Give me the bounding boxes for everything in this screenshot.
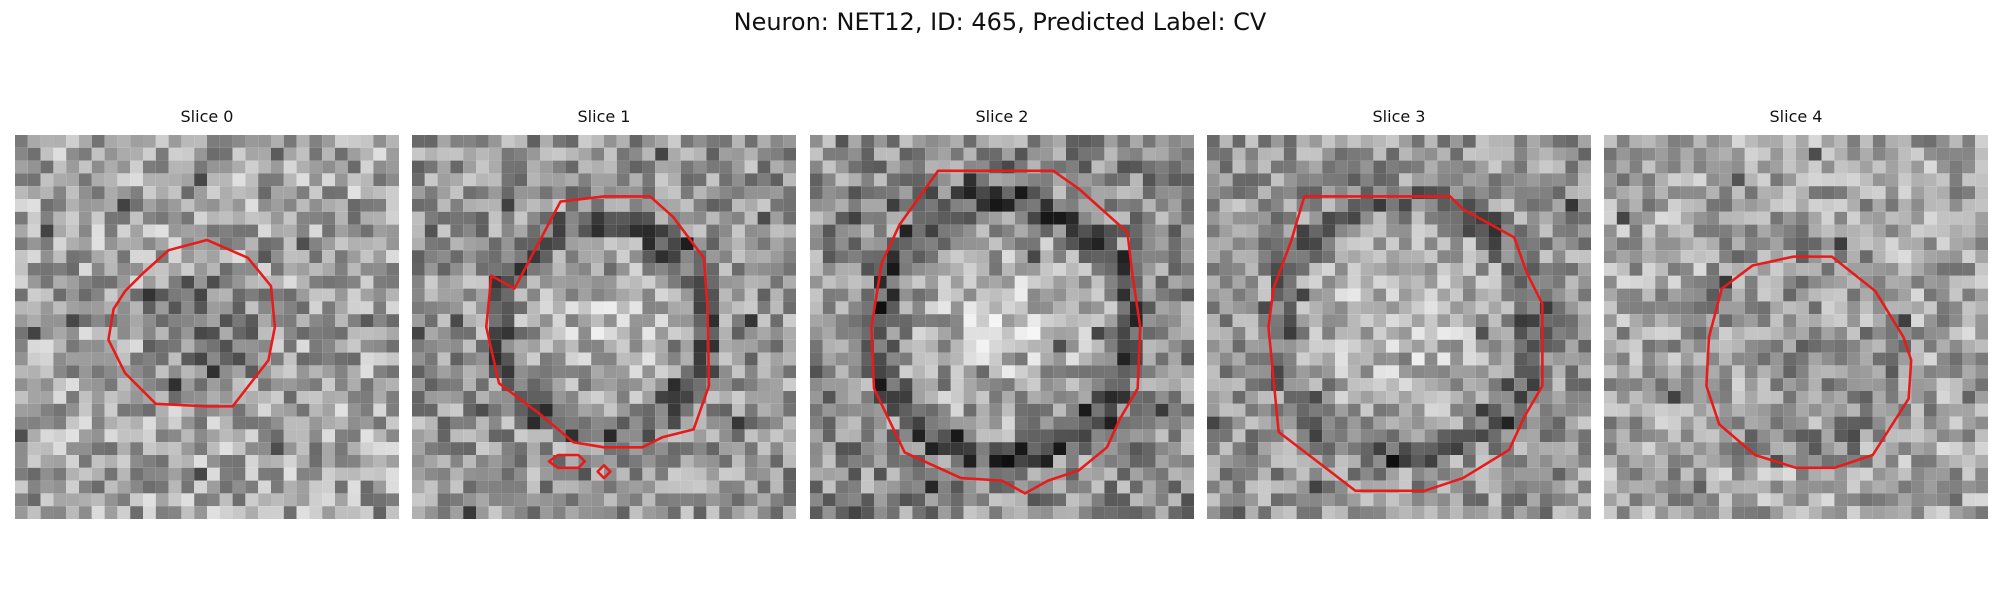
slice-title-3: Slice 3: [1372, 107, 1426, 126]
slice-panel-0: Slice 0: [15, 105, 399, 530]
slice-panel-2: Slice 2: [810, 105, 1194, 530]
segmentation-contour: [870, 169, 1142, 495]
slice-image-4: [1604, 135, 1988, 519]
segmentation-contour: [1705, 255, 1913, 470]
segmentation-contour: [484, 195, 711, 449]
slice-title-2: Slice 2: [975, 107, 1029, 126]
slice-panel-3: Slice 3: [1207, 105, 1591, 530]
segmentation-contour-fragment: [547, 453, 587, 470]
slice-panel-1: Slice 1: [412, 105, 796, 530]
segmentation-contour: [1267, 195, 1544, 493]
segmentation-contour-fragment: [596, 463, 612, 480]
slice-image-2: [810, 135, 1194, 519]
figure-title: Neuron: NET12, ID: 465, Predicted Label:…: [733, 8, 1267, 36]
slice-image-1: [412, 135, 796, 519]
slice-image-3: [1207, 135, 1591, 519]
segmentation-contour: [107, 238, 277, 408]
slice-image-0: [15, 135, 399, 519]
slice-panel-4: Slice 4: [1604, 105, 1988, 530]
slice-title-0: Slice 0: [180, 107, 234, 126]
slice-title-4: Slice 4: [1769, 107, 1823, 126]
slice-title-1: Slice 1: [577, 107, 631, 126]
